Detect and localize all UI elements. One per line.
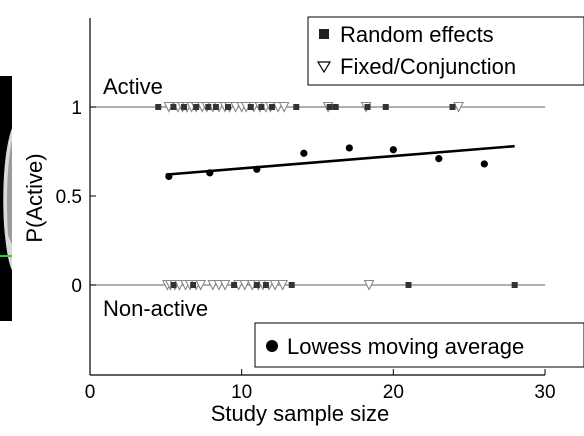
fixed-nonactive-point bbox=[269, 279, 281, 291]
y-ticks: 0 0.5 1 bbox=[56, 98, 82, 297]
random-active-point bbox=[326, 104, 333, 110]
legend-top: Random effects Fixed/Conjunction bbox=[307, 16, 584, 86]
y-tick-label: 0 bbox=[71, 276, 82, 297]
x-ticks: 0 10 20 30 bbox=[85, 382, 556, 403]
random-nonactive-point bbox=[170, 282, 177, 288]
lowess-point bbox=[389, 146, 397, 154]
random-nonactive-point bbox=[231, 282, 238, 288]
x-tick-label: 20 bbox=[383, 382, 404, 403]
random-nonactive-point bbox=[262, 282, 269, 288]
x-tick-label: 30 bbox=[534, 382, 555, 403]
lowess-point bbox=[300, 149, 308, 157]
random-active-point bbox=[212, 104, 219, 110]
nonactive-annotation: Non-active bbox=[103, 296, 208, 321]
random-nonactive-point bbox=[405, 282, 412, 288]
data-marks bbox=[155, 101, 518, 291]
fixed-nonactive-point bbox=[277, 279, 289, 291]
lowess-point bbox=[165, 172, 173, 181]
random-nonactive-point bbox=[190, 282, 197, 288]
lowess-point bbox=[435, 155, 443, 163]
fixed-active-point bbox=[453, 101, 464, 113]
fixed-nonactive-point bbox=[363, 279, 375, 291]
random-active-point bbox=[449, 104, 456, 110]
lowess-point bbox=[206, 169, 214, 177]
x-tick-label: 0 bbox=[85, 382, 96, 403]
fixed-nonactive-point bbox=[239, 279, 251, 291]
fixed-nonactive-point bbox=[195, 279, 207, 291]
random-active-point bbox=[170, 104, 177, 110]
legend-random-label: Random effects bbox=[340, 22, 494, 47]
x-tick-label: 10 bbox=[231, 382, 252, 403]
random-active-point bbox=[332, 104, 339, 110]
legend-bottom: Lowess moving average bbox=[254, 322, 584, 368]
random-active-point bbox=[382, 104, 389, 110]
random-active-point bbox=[181, 104, 188, 110]
random-active-point bbox=[364, 104, 371, 110]
random-active-point bbox=[247, 104, 254, 110]
legend-lowess-label: Lowess moving average bbox=[287, 334, 524, 359]
legend-fixed-label: Fixed/Conjunction bbox=[340, 54, 516, 79]
random-active-point bbox=[193, 104, 200, 110]
lowess-point bbox=[345, 144, 353, 152]
lowess-point bbox=[253, 165, 261, 173]
lowess-point bbox=[480, 160, 488, 168]
random-active-point bbox=[205, 104, 212, 110]
y-axis-label: P(Active) bbox=[22, 153, 47, 242]
brain-image bbox=[0, 76, 12, 321]
random-active-point bbox=[225, 104, 232, 110]
legend-triangle-marker bbox=[316, 61, 332, 74]
lowess-fit-line bbox=[165, 144, 515, 176]
fixed-nonactive-point bbox=[219, 279, 231, 291]
fixed-active-point bbox=[278, 101, 290, 113]
random-active-point bbox=[269, 104, 275, 110]
y-tick-label: 1 bbox=[71, 98, 82, 119]
active-annotation: Active bbox=[103, 74, 163, 99]
random-nonactive-point bbox=[511, 282, 518, 288]
legend-square-marker bbox=[319, 29, 329, 39]
legend-circle-marker bbox=[266, 340, 278, 352]
random-nonactive-point bbox=[253, 282, 260, 288]
y-tick-label: 0.5 bbox=[56, 187, 82, 208]
random-nonactive-point bbox=[288, 282, 295, 288]
random-active-point bbox=[258, 104, 265, 110]
random-active-point bbox=[155, 104, 162, 110]
random-active-point bbox=[293, 104, 300, 110]
tick-marks bbox=[89, 106, 546, 375]
x-axis-label: Study sample size bbox=[211, 401, 390, 426]
